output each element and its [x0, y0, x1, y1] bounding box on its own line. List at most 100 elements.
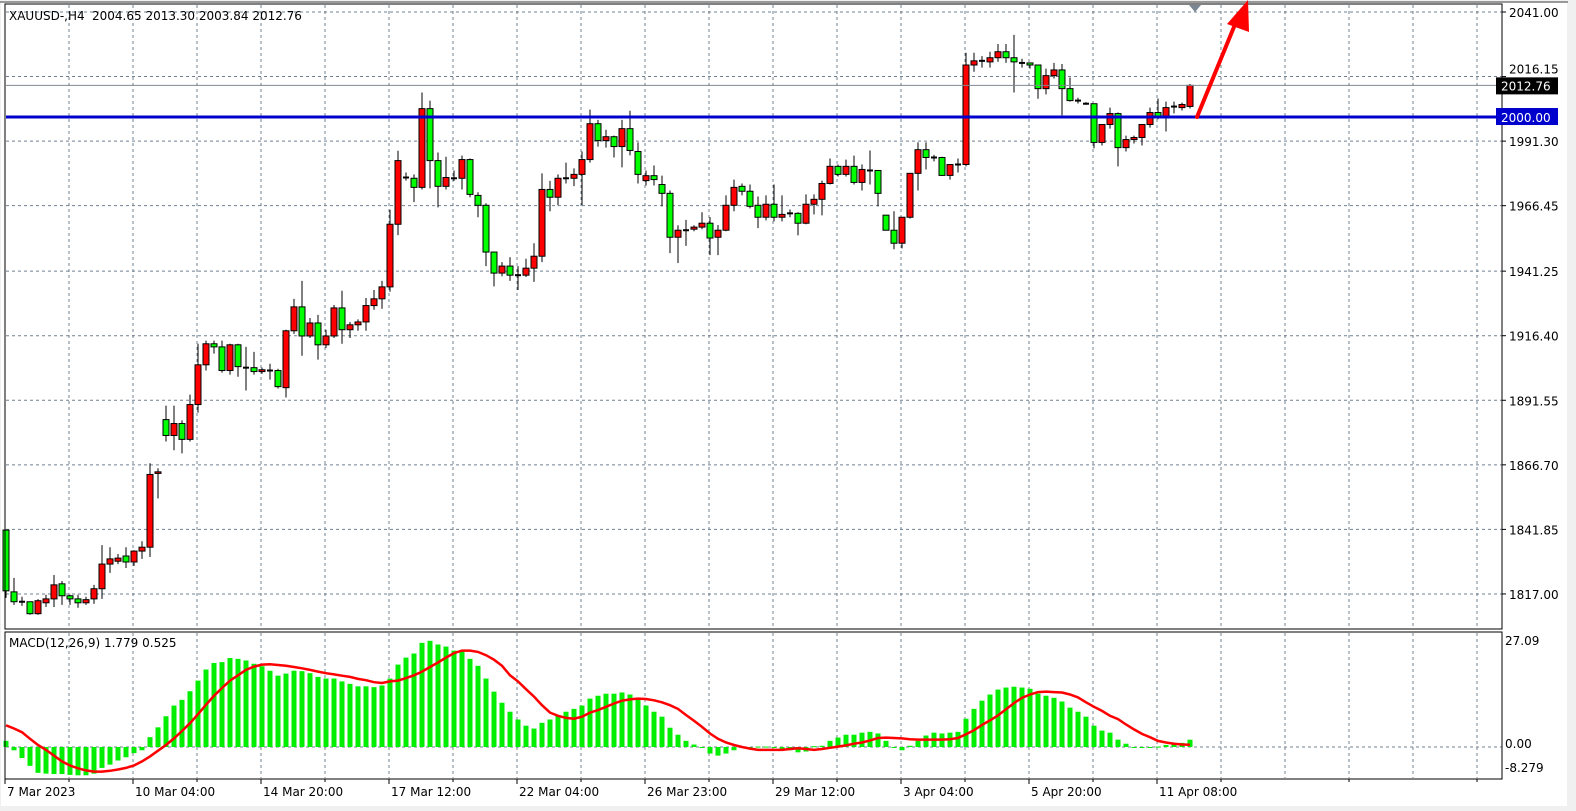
candle[interactable]	[914, 142, 922, 191]
candle[interactable]	[19, 596, 25, 606]
up-arrow-annotation[interactable]	[1195, 0, 1249, 119]
candle[interactable]	[706, 217, 714, 256]
candle[interactable]	[506, 257, 514, 281]
candle[interactable]	[794, 212, 802, 236]
candle[interactable]	[26, 601, 34, 615]
candle[interactable]	[418, 92, 426, 190]
candle[interactable]	[787, 209, 793, 218]
candle[interactable]	[58, 580, 66, 605]
candle[interactable]	[746, 184, 754, 209]
candle[interactable]	[1058, 63, 1066, 116]
candle[interactable]	[298, 280, 306, 356]
candle[interactable]	[434, 152, 442, 208]
candle[interactable]	[634, 142, 642, 184]
candle[interactable]	[754, 196, 762, 229]
time-axis[interactable]: 7 Mar 2023 10 Mar 04:00 14 Mar 20:00 17 Mar…	[4, 779, 1478, 799]
candle[interactable]	[394, 150, 402, 236]
candle[interactable]	[322, 329, 330, 348]
candle[interactable]	[482, 203, 490, 267]
candle[interactable]	[690, 225, 698, 232]
candle[interactable]	[74, 594, 82, 608]
candle[interactable]	[10, 577, 18, 605]
candle[interactable]	[674, 225, 682, 263]
candle[interactable]	[938, 156, 946, 176]
candle[interactable]	[1090, 103, 1098, 149]
candle[interactable]	[563, 162, 569, 184]
candle[interactable]	[50, 574, 58, 607]
candle[interactable]	[274, 368, 282, 389]
candle[interactable]	[874, 169, 882, 207]
candle[interactable]	[834, 164, 842, 177]
candle[interactable]	[202, 340, 210, 371]
candle[interactable]	[458, 155, 466, 190]
candle[interactable]	[650, 165, 658, 186]
candle[interactable]	[1171, 101, 1177, 114]
candle[interactable]	[730, 179, 738, 212]
candle[interactable]	[594, 119, 602, 147]
candle[interactable]	[722, 195, 730, 232]
candle[interactable]	[970, 52, 978, 72]
price-axis[interactable]: 2041.00 2016.15 1991.30 1966.45 1941.25 1916.…	[1496, 6, 1559, 602]
candle[interactable]	[130, 550, 138, 566]
candle[interactable]	[994, 43, 1002, 62]
candle[interactable]	[42, 594, 50, 607]
candle[interactable]	[778, 195, 786, 222]
candle[interactable]	[178, 420, 186, 454]
candle[interactable]	[946, 164, 954, 180]
candle[interactable]	[1002, 43, 1010, 63]
candle[interactable]	[850, 155, 858, 185]
candle[interactable]	[1130, 135, 1138, 144]
candle[interactable]	[578, 151, 586, 206]
candle[interactable]	[1019, 58, 1025, 68]
candle[interactable]	[1066, 77, 1074, 102]
candle[interactable]	[250, 351, 258, 375]
candle[interactable]	[554, 174, 562, 206]
candle[interactable]	[362, 298, 370, 331]
candle[interactable]	[1178, 102, 1186, 111]
candle[interactable]	[515, 266, 521, 290]
candle[interactable]	[882, 214, 890, 231]
candle[interactable]	[346, 321, 354, 339]
candle[interactable]	[34, 599, 42, 615]
candle[interactable]	[162, 405, 170, 442]
candle[interactable]	[234, 343, 242, 377]
candle[interactable]	[258, 367, 266, 374]
candle[interactable]	[842, 159, 850, 177]
candle[interactable]	[194, 343, 202, 413]
candle[interactable]	[426, 100, 434, 189]
candle[interactable]	[1075, 97, 1081, 104]
candle[interactable]	[146, 463, 154, 558]
candle[interactable]	[243, 346, 249, 391]
candle[interactable]	[858, 164, 866, 191]
candle[interactable]	[170, 405, 178, 451]
candle[interactable]	[90, 584, 98, 604]
candle[interactable]	[403, 172, 409, 181]
candle[interactable]	[1114, 112, 1122, 167]
candle[interactable]	[267, 363, 273, 380]
candle[interactable]	[378, 280, 386, 309]
candle[interactable]	[867, 150, 873, 185]
candlestick-series[interactable]	[2, 34, 1194, 615]
candle[interactable]	[290, 298, 298, 334]
candle[interactable]	[618, 119, 626, 168]
candle[interactable]	[890, 211, 898, 250]
macd-signal-line[interactable]	[5, 649, 1191, 773]
candle[interactable]	[122, 547, 130, 568]
candle[interactable]	[602, 129, 610, 148]
candle[interactable]	[955, 158, 961, 173]
candle[interactable]	[354, 319, 362, 331]
candle[interactable]	[931, 154, 937, 162]
candle[interactable]	[666, 190, 674, 254]
candle[interactable]	[1122, 135, 1130, 152]
candle[interactable]	[802, 194, 810, 225]
candle[interactable]	[979, 56, 985, 68]
candle[interactable]	[466, 158, 474, 198]
candle[interactable]	[451, 170, 457, 181]
candle[interactable]	[306, 318, 314, 339]
candle[interactable]	[538, 173, 546, 263]
candle[interactable]	[818, 180, 826, 216]
candle[interactable]	[106, 547, 114, 573]
candle[interactable]	[698, 212, 706, 230]
candle[interactable]	[186, 394, 194, 442]
candle[interactable]	[82, 596, 90, 605]
